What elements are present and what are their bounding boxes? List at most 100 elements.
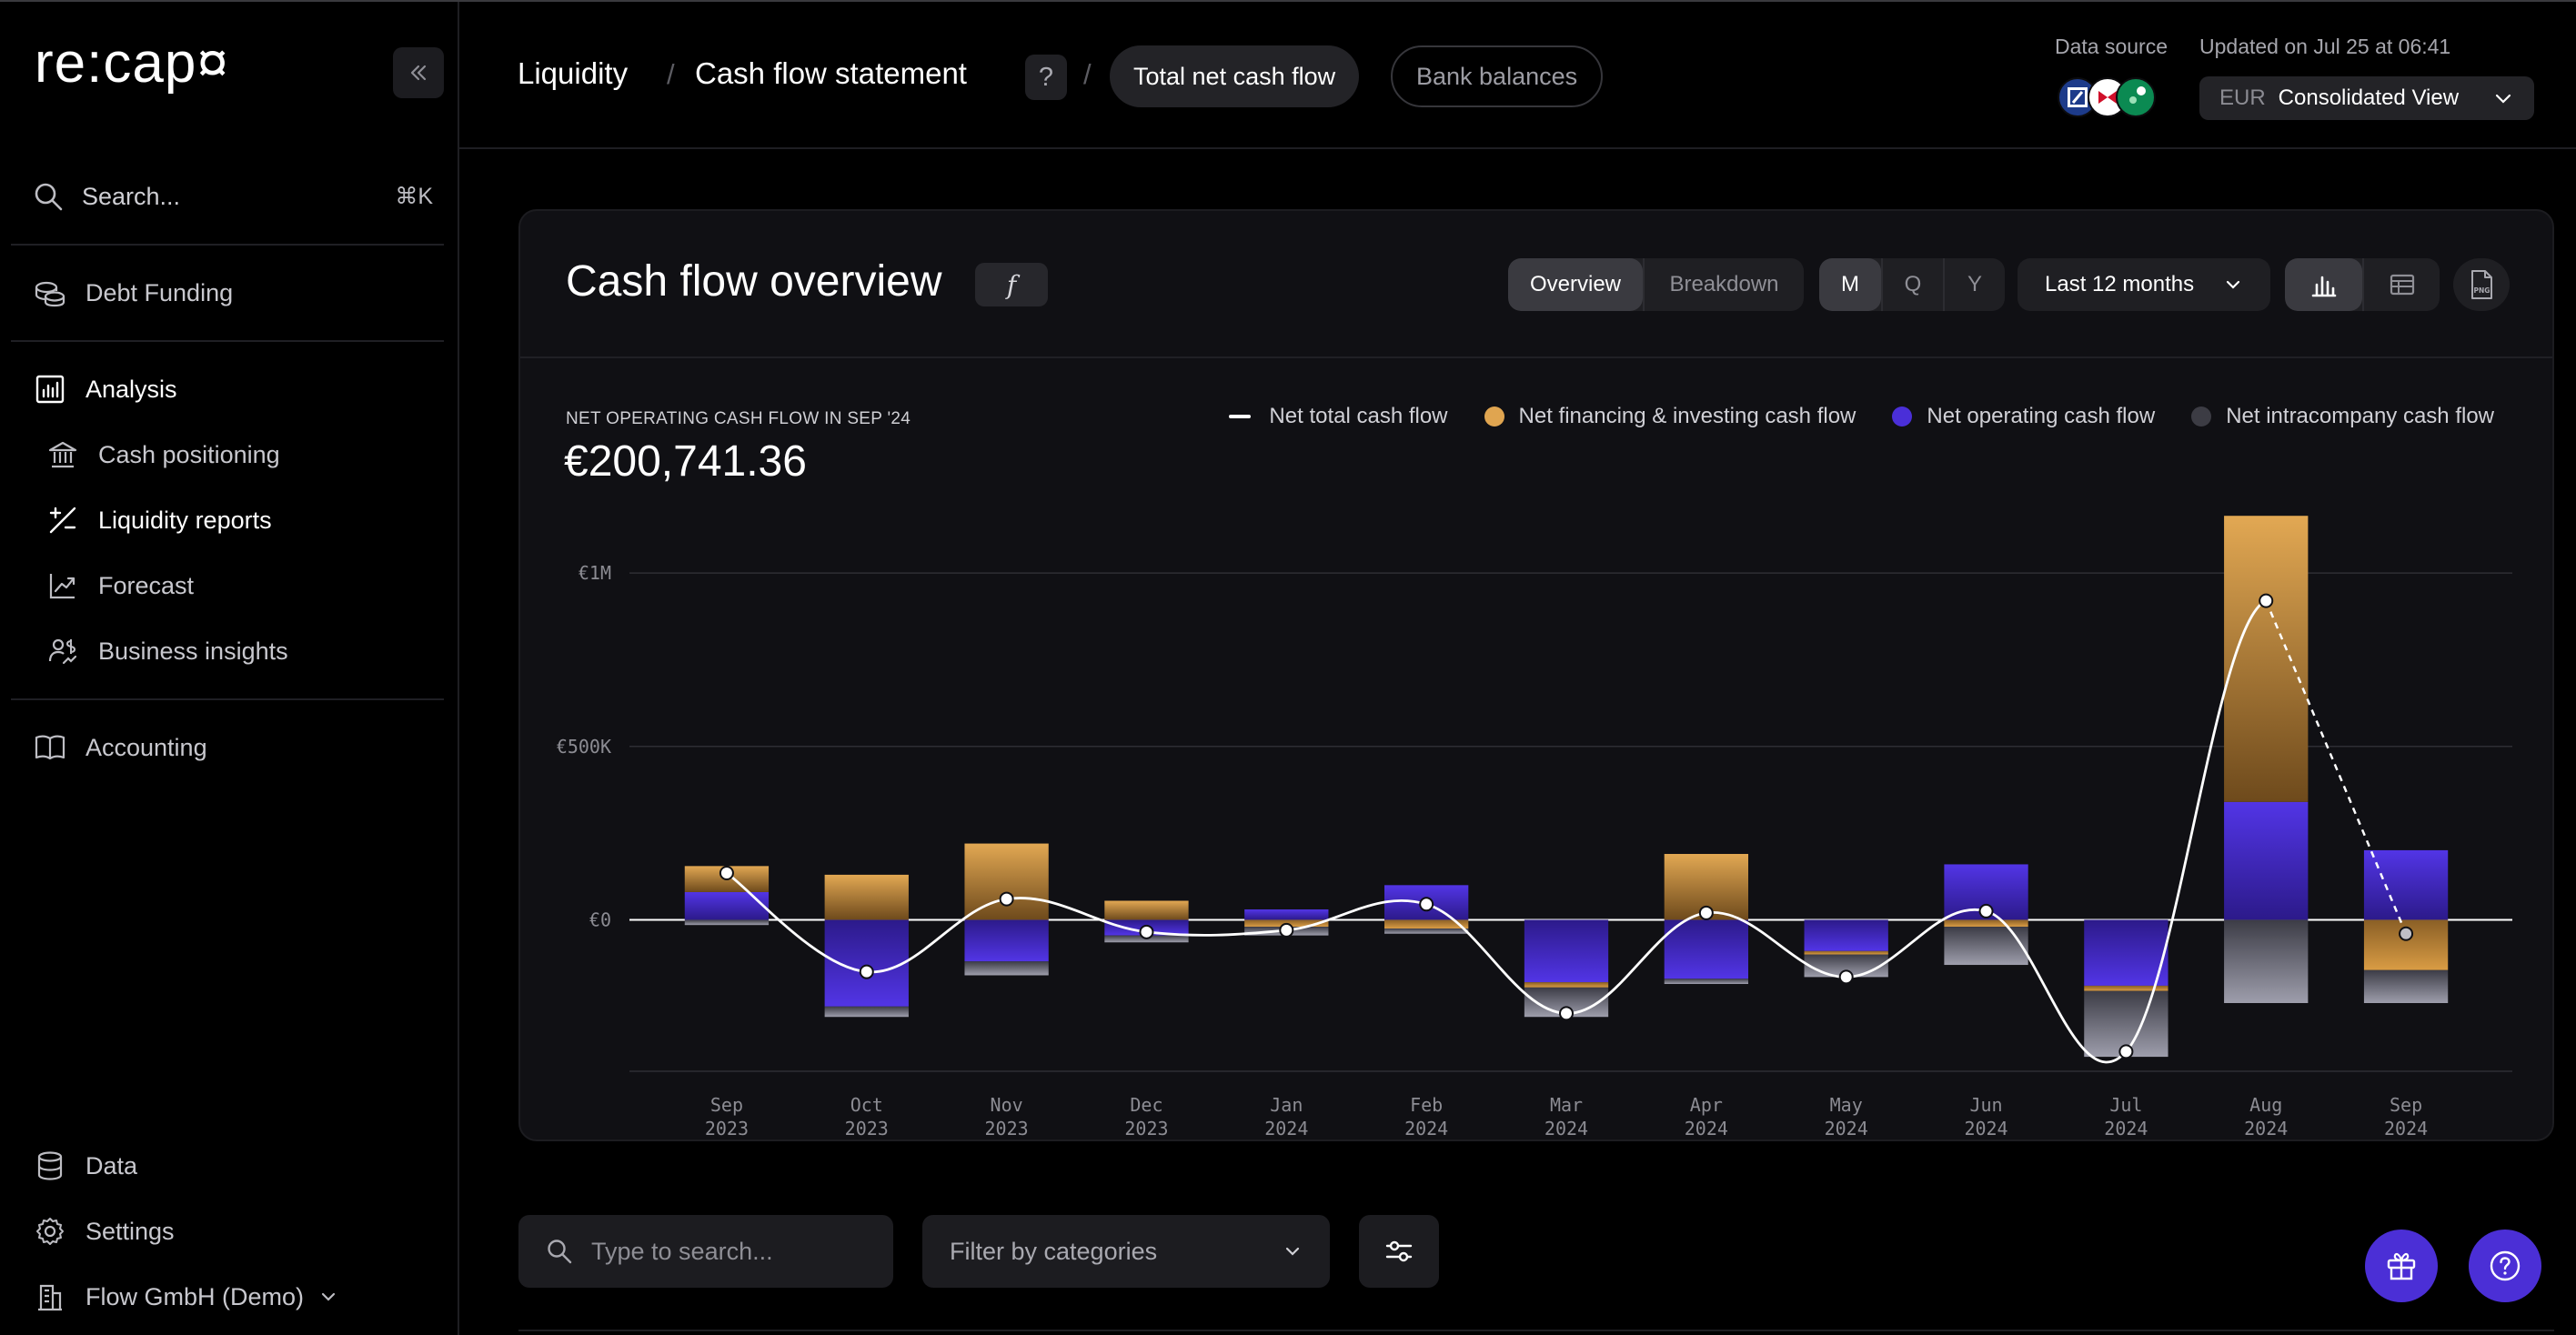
sidebar-item-settings[interactable]: Settings xyxy=(33,1206,175,1257)
category-filter-select[interactable]: Filter by categories xyxy=(922,1215,1330,1288)
x-tick-label: 2024 xyxy=(1545,1118,1588,1139)
search-icon xyxy=(35,183,63,211)
double-chevron-left-icon xyxy=(410,65,427,81)
sidebar-item-data[interactable]: Data xyxy=(33,1140,137,1191)
help-center-button[interactable] xyxy=(2469,1230,2541,1302)
net-total-point xyxy=(2399,926,2414,941)
x-tick-label: Nov xyxy=(991,1094,1023,1116)
x-tick-label: 2024 xyxy=(2244,1118,2288,1139)
search-placeholder: Type to search... xyxy=(591,1237,773,1265)
sidebar-item-label: Data xyxy=(86,1151,138,1179)
sidebar: re:cap¤ Search... ⌘K Debt Funding xyxy=(0,2,459,1335)
x-tick-label: Mar xyxy=(1550,1094,1583,1116)
gift-icon xyxy=(2387,1252,2416,1280)
users-dollar-icon xyxy=(45,634,80,668)
global-search[interactable]: Search... ⌘K xyxy=(33,171,433,222)
bar-intracompany xyxy=(824,1006,909,1018)
x-tick-label: 2024 xyxy=(1964,1118,2007,1139)
divider xyxy=(11,340,444,342)
y-tick-label: €1M xyxy=(579,562,611,584)
sidebar-item-cash-positioning[interactable]: Cash positioning xyxy=(45,429,280,480)
legend-dot-swatch xyxy=(1484,407,1504,427)
legend-line-swatch xyxy=(1229,415,1252,418)
sidebar-item-label: Liquidity reports xyxy=(98,506,272,534)
net-total-point xyxy=(1978,903,1994,918)
bar-intracompany xyxy=(1384,928,1469,934)
x-tick-label: Jun xyxy=(1969,1094,2002,1116)
x-tick-label: 2024 xyxy=(2104,1118,2148,1139)
period-quarter-button[interactable]: Q xyxy=(1881,258,1943,311)
net-total-point xyxy=(1139,924,1154,939)
period-year-button[interactable]: Y xyxy=(1943,258,2005,311)
breadcrumb-cash-flow-statement: Cash flow statement xyxy=(695,56,967,90)
x-tick-label: 2023 xyxy=(985,1118,1029,1139)
chart-legend: Net total cash flow Net financing & inve… xyxy=(1192,404,2494,429)
breadcrumb-liquidity[interactable]: Liquidity xyxy=(518,56,629,90)
search-label: Search... xyxy=(82,182,181,210)
bar-financing xyxy=(2084,985,2168,991)
tab-total-net-cash-flow[interactable]: Total net cash flow xyxy=(1110,45,1360,107)
x-tick-label: Sep xyxy=(2390,1094,2422,1116)
range-select[interactable]: Last 12 months xyxy=(2018,258,2270,311)
formula-button[interactable]: f xyxy=(975,263,1048,306)
mode-toggle: Overview Breakdown xyxy=(1508,258,1804,311)
net-total-point xyxy=(2118,1044,2134,1059)
sidebar-item-analysis[interactable]: Analysis xyxy=(33,364,177,415)
period-toggle: M Q Y xyxy=(1819,258,2005,311)
sidebar-item-forecast[interactable]: Forecast xyxy=(45,560,194,611)
sidebar-item-label: Analysis xyxy=(86,375,177,403)
data-source-label: Data source xyxy=(2055,35,2168,58)
sidebar-item-debt-funding[interactable]: Debt Funding xyxy=(33,267,233,318)
company-switcher[interactable]: Flow GmbH (Demo) xyxy=(33,1271,338,1322)
help-button[interactable]: ? xyxy=(1025,55,1067,100)
bar-financing xyxy=(1524,982,1609,988)
bar-operating xyxy=(2224,801,2309,920)
legend-financing[interactable]: Net financing & investing cash flow xyxy=(1484,404,1857,429)
mode-overview-button[interactable]: Overview xyxy=(1508,258,1643,311)
gift-button[interactable] xyxy=(2365,1230,2438,1302)
logo: re:cap¤ xyxy=(35,32,229,95)
bar-financing xyxy=(1944,919,2028,928)
plus-minus-icon xyxy=(45,503,80,537)
chart-view-toggle xyxy=(2285,258,2440,311)
x-tick-label: 2023 xyxy=(1124,1118,1168,1139)
bank-logos-icon[interactable] xyxy=(2058,76,2158,118)
legend-label: Net total cash flow xyxy=(1269,404,1448,428)
sidebar-item-business-insights[interactable]: Business insights xyxy=(45,626,288,677)
view-select[interactable]: EUR Consolidated View xyxy=(2199,76,2534,120)
period-month-button[interactable]: M xyxy=(1819,258,1881,311)
net-total-point xyxy=(1279,922,1294,938)
legend-net-total[interactable]: Net total cash flow xyxy=(1229,404,1448,429)
chevron-down-icon xyxy=(2495,94,2511,104)
png-label: PNG xyxy=(2474,286,2490,295)
sliders-icon xyxy=(1385,1240,1413,1262)
net-total-point xyxy=(1559,1006,1574,1021)
table-icon xyxy=(2390,274,2414,296)
bar-chart-view-button[interactable] xyxy=(2285,258,2362,311)
table-top-divider xyxy=(518,1330,2554,1331)
table-view-button[interactable] xyxy=(2362,258,2440,311)
legend-operating[interactable]: Net operating cash flow xyxy=(1892,404,2155,429)
table-search-input[interactable]: Type to search... xyxy=(518,1215,893,1288)
bar-financing xyxy=(824,874,909,920)
card-title: Cash flow overview xyxy=(566,257,942,306)
chevron-down-icon xyxy=(2226,280,2240,289)
currency-label: EUR xyxy=(2219,85,2266,110)
legend-intracompany[interactable]: Net intracompany cash flow xyxy=(2191,404,2494,429)
tab-bank-balances[interactable]: Bank balances xyxy=(1391,45,1604,107)
bar-financing xyxy=(1104,900,1189,920)
search-shortcut: ⌘K xyxy=(395,184,433,209)
mode-breakdown-button[interactable]: Breakdown xyxy=(1643,258,1804,311)
sidebar-item-label: Business insights xyxy=(98,637,288,665)
collapse-sidebar-button[interactable] xyxy=(393,47,444,98)
sidebar-item-label: Cash positioning xyxy=(98,440,280,468)
sidebar-item-accounting[interactable]: Accounting xyxy=(33,722,207,773)
sidebar-item-label: Accounting xyxy=(86,733,207,761)
sidebar-item-liquidity-reports[interactable]: Liquidity reports xyxy=(45,495,272,546)
legend-label: Net financing & investing cash flow xyxy=(1518,404,1857,428)
x-tick-label: Jul xyxy=(2109,1094,2142,1116)
export-png-button[interactable]: PNG xyxy=(2453,258,2510,311)
x-tick-label: 2024 xyxy=(1825,1118,1868,1139)
filter-settings-button[interactable] xyxy=(1359,1215,1439,1288)
y-tick-label: €0 xyxy=(589,908,611,930)
